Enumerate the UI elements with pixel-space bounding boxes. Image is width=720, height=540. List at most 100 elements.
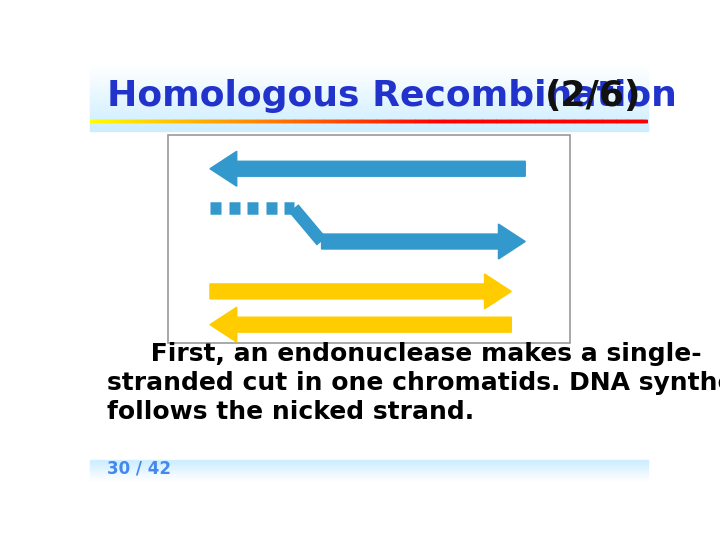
Point <box>144 118 153 124</box>
Point <box>599 118 608 124</box>
Point <box>624 118 633 124</box>
Point <box>298 118 307 124</box>
Point <box>549 118 557 124</box>
Point <box>429 118 438 124</box>
FancyArrow shape <box>210 151 526 186</box>
Point <box>184 118 192 124</box>
Point <box>404 118 413 124</box>
Point <box>443 118 451 124</box>
Bar <box>90 464 648 465</box>
Point <box>582 118 591 124</box>
Point <box>270 118 279 124</box>
Point <box>432 118 441 124</box>
Point <box>521 118 530 124</box>
Point <box>588 118 597 124</box>
Point <box>580 118 588 124</box>
Point <box>300 118 309 124</box>
Point <box>459 118 468 124</box>
Text: (2/6): (2/6) <box>545 79 642 113</box>
Point <box>108 118 117 124</box>
Bar <box>90 110 648 111</box>
Bar <box>90 477 648 478</box>
Point <box>518 118 527 124</box>
Bar <box>90 68 648 70</box>
Point <box>557 118 566 124</box>
Point <box>482 118 490 124</box>
Bar <box>90 469 648 470</box>
Point <box>535 118 544 124</box>
Point <box>507 118 516 124</box>
Point <box>493 118 502 124</box>
Point <box>209 118 217 124</box>
Point <box>309 118 318 124</box>
Point <box>412 118 420 124</box>
Bar <box>90 116 648 118</box>
Point <box>354 118 362 124</box>
Point <box>379 118 387 124</box>
Point <box>541 118 549 124</box>
Bar <box>90 463 648 464</box>
Point <box>273 118 282 124</box>
Point <box>468 118 477 124</box>
Point <box>446 118 454 124</box>
Point <box>164 118 173 124</box>
Point <box>577 118 585 124</box>
Point <box>434 118 443 124</box>
Point <box>485 118 493 124</box>
Point <box>245 118 253 124</box>
Point <box>343 118 351 124</box>
Bar <box>90 468 648 469</box>
Point <box>362 118 371 124</box>
Point <box>153 118 161 124</box>
Point <box>340 118 348 124</box>
Bar <box>90 125 648 126</box>
Point <box>490 118 499 124</box>
Point <box>122 118 130 124</box>
Point <box>398 118 407 124</box>
Point <box>245 118 253 124</box>
Point <box>166 118 175 124</box>
Bar <box>90 75 648 77</box>
Point <box>217 118 225 124</box>
Point <box>596 118 605 124</box>
Point <box>158 118 167 124</box>
Point <box>423 118 432 124</box>
Bar <box>90 91 648 93</box>
Point <box>289 205 298 212</box>
Bar <box>90 80 648 82</box>
Point <box>292 118 301 124</box>
Point <box>384 118 393 124</box>
Point <box>568 118 577 124</box>
Point <box>516 118 524 124</box>
Point <box>566 118 575 124</box>
Point <box>415 118 423 124</box>
Point <box>315 118 323 124</box>
Point <box>312 118 320 124</box>
Point <box>209 118 217 124</box>
Point <box>398 118 407 124</box>
Bar <box>90 478 648 480</box>
Point <box>566 118 575 124</box>
Point <box>395 118 404 124</box>
Point <box>395 118 404 124</box>
Point <box>543 118 552 124</box>
Point <box>111 118 120 124</box>
Point <box>479 118 487 124</box>
Point <box>613 118 621 124</box>
Point <box>141 118 150 124</box>
Point <box>136 118 145 124</box>
Point <box>644 118 652 124</box>
FancyArrow shape <box>210 274 511 309</box>
Point <box>169 118 178 124</box>
Point <box>102 118 111 124</box>
Point <box>370 118 379 124</box>
Point <box>276 118 284 124</box>
Point <box>423 118 432 124</box>
Point <box>318 238 326 245</box>
Point <box>253 118 262 124</box>
Point <box>541 118 549 124</box>
Point <box>270 118 279 124</box>
Point <box>526 118 535 124</box>
Point <box>273 205 282 212</box>
Point <box>621 118 630 124</box>
